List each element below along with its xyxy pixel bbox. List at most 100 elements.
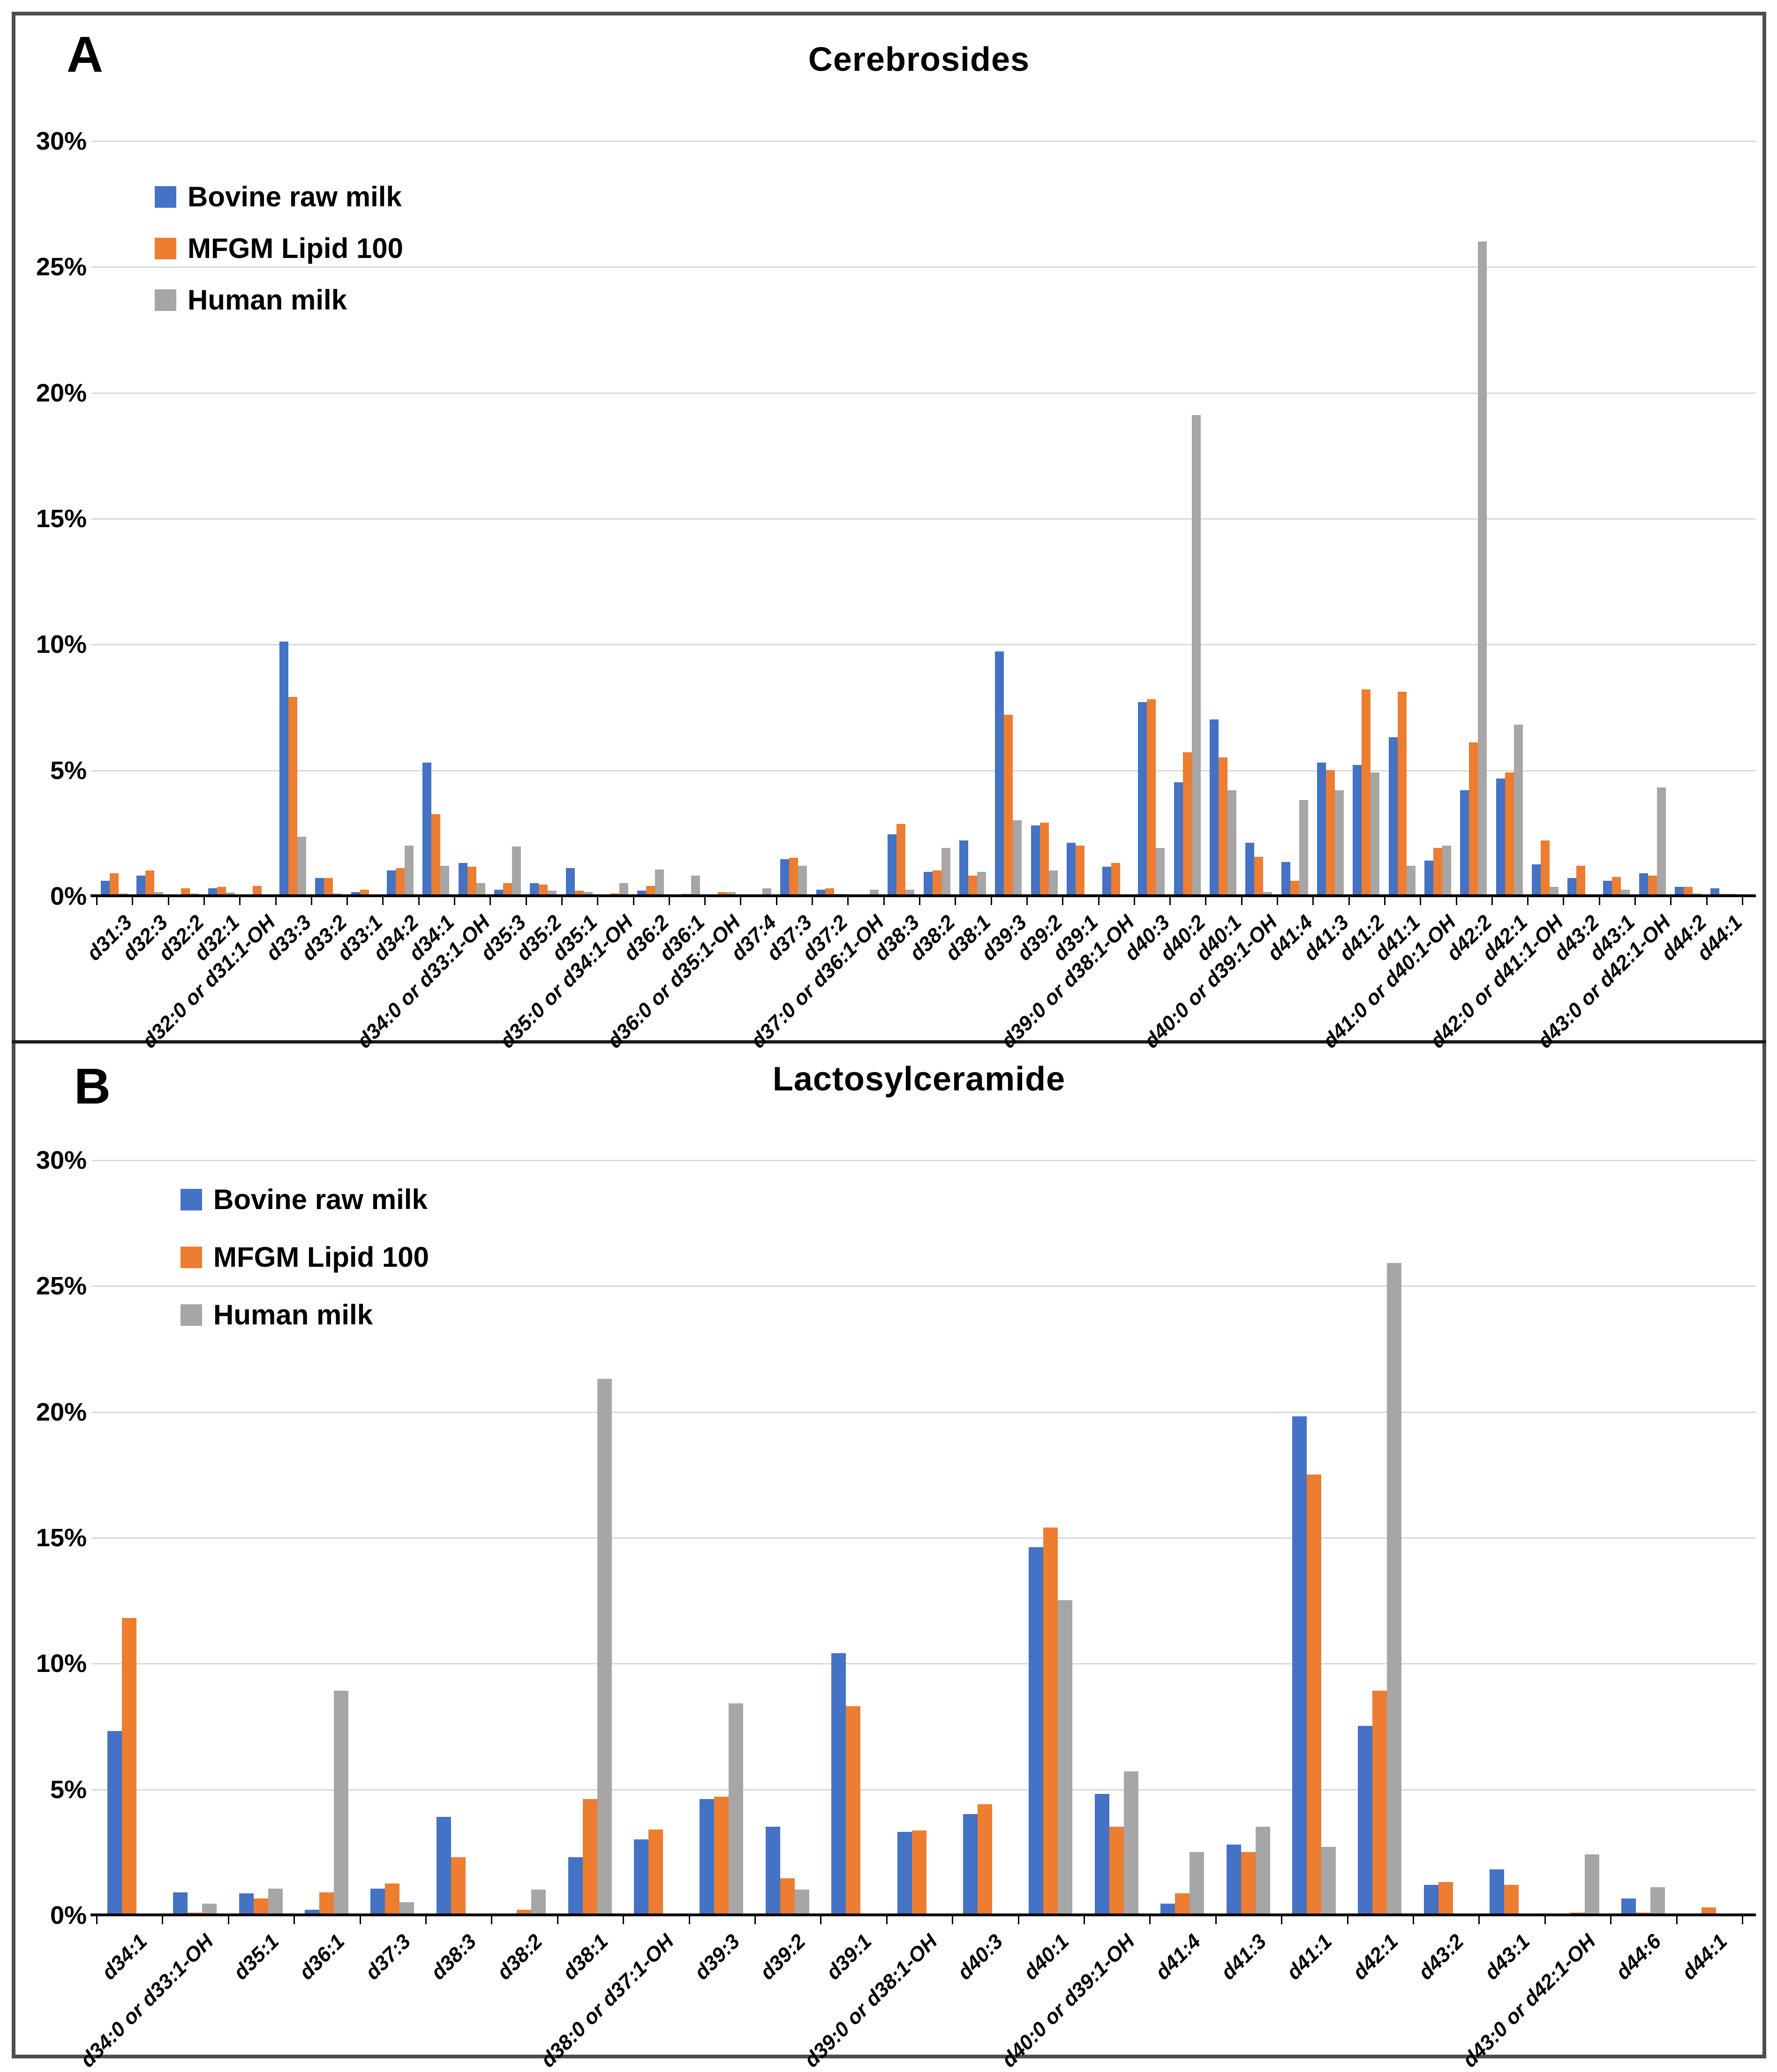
human-swatch-icon [155, 289, 176, 311]
x-axis-tick [96, 897, 98, 905]
gridline [91, 1663, 1756, 1664]
bar-bovine-raw-milk [637, 891, 646, 896]
x-axis-tick [776, 897, 777, 905]
bar-bovine-raw-milk [1031, 825, 1040, 896]
bar-mfgm-lipid-100 [1684, 887, 1693, 896]
bar-human-milk [1256, 1827, 1270, 1915]
x-axis-tick [597, 897, 598, 905]
bar-human-milk [1013, 820, 1022, 896]
x-axis-tick [311, 897, 312, 905]
x-axis-tick [1169, 897, 1171, 905]
bar-mfgm-lipid-100 [254, 1898, 268, 1915]
bar-bovine-raw-milk [1639, 873, 1648, 896]
y-axis-tick-label: 15% [36, 1524, 87, 1552]
bar-mfgm-lipid-100 [1372, 1691, 1387, 1915]
bar-mfgm-lipid-100 [1362, 689, 1370, 896]
x-axis-tick [489, 897, 491, 905]
bar-human-milk [1514, 725, 1523, 896]
figure-outer-border [12, 12, 1766, 2058]
bar-mfgm-lipid-100 [360, 890, 369, 896]
y-axis-tick-label: 0% [50, 1901, 87, 1929]
bar-human-milk [1263, 892, 1272, 896]
human-swatch-icon [181, 1304, 202, 1326]
bar-mfgm-lipid-100 [517, 1910, 531, 1915]
bar-bovine-raw-milk [1227, 1845, 1241, 1915]
bar-mfgm-lipid-100 [1326, 770, 1335, 896]
bar-bovine-raw-milk [315, 878, 324, 896]
legend-label: Human milk [188, 284, 347, 316]
bar-bovine-raw-milk [1160, 1904, 1175, 1915]
panel-b-title: Lactosylceramide [772, 1060, 1066, 1098]
bar-human-milk [399, 1902, 414, 1915]
bar-bovine-raw-milk [1358, 1726, 1372, 1915]
bar-bovine-raw-milk [700, 1799, 714, 1915]
bar-bovine-raw-milk [959, 840, 968, 896]
bar-mfgm-lipid-100 [1111, 863, 1120, 896]
bar-bovine-raw-milk [1424, 1885, 1438, 1915]
bar-human-milk [1550, 887, 1559, 896]
bovine-swatch-icon [181, 1189, 202, 1210]
bar-bovine-raw-milk [387, 870, 396, 896]
bovine-swatch-icon [155, 186, 176, 208]
bar-human-milk [405, 846, 414, 896]
x-axis-tick [1544, 1916, 1546, 1924]
legend-label: Bovine raw milk [213, 1184, 428, 1215]
bar-human-milk [1299, 800, 1308, 896]
x-axis-tick [168, 897, 169, 905]
x-axis-tick [669, 897, 670, 905]
x-axis-tick [1215, 1916, 1217, 1924]
x-axis-tick [1062, 897, 1063, 905]
gridline [91, 1412, 1756, 1413]
bar-bovine-raw-milk [494, 890, 503, 896]
x-axis-tick [1084, 1916, 1085, 1924]
x-axis-tick [847, 897, 849, 905]
bar-mfgm-lipid-100 [1109, 1827, 1124, 1915]
bar-mfgm-lipid-100 [1541, 840, 1550, 896]
bar-bovine-raw-milk [1621, 1898, 1636, 1915]
legend-item-bovine: Bovine raw milk [181, 1184, 428, 1215]
x-axis-tick [526, 897, 527, 905]
legend-item-mfgm: MFGM Lipid 100 [155, 234, 403, 263]
gridline [91, 518, 1756, 520]
bar-mfgm-lipid-100 [583, 1799, 597, 1915]
y-axis-tick-label: 25% [36, 1272, 87, 1300]
bar-bovine-raw-milk [1292, 1416, 1307, 1915]
bar-mfgm-lipid-100 [1433, 848, 1442, 896]
x-axis-tick [1348, 897, 1350, 905]
bar-human-milk [977, 872, 986, 896]
x-axis-tick [491, 1916, 492, 1924]
legend-label: Bovine raw milk [188, 181, 402, 212]
bar-mfgm-lipid-100 [217, 887, 226, 896]
bar-human-milk [1156, 848, 1165, 896]
x-axis-tick [1456, 897, 1457, 905]
x-axis-tick [919, 897, 920, 905]
bar-bovine-raw-milk [888, 834, 896, 896]
bar-human-milk [202, 1904, 217, 1915]
gridline [91, 644, 1756, 645]
bar-human-milk [1407, 866, 1416, 896]
x-axis-tick [294, 1916, 295, 1924]
gridline [91, 1286, 1756, 1287]
y-axis-tick-label: 15% [36, 505, 87, 533]
bar-bovine-raw-milk [634, 1839, 648, 1915]
bar-mfgm-lipid-100 [1702, 1907, 1716, 1915]
x-axis-tick [1413, 1916, 1414, 1924]
bar-human-milk [1049, 870, 1058, 896]
bar-mfgm-lipid-100 [1438, 1882, 1453, 1915]
bar-bovine-raw-milk [766, 1827, 780, 1915]
legend-item-human: Human milk [155, 284, 347, 316]
bar-human-milk [268, 1889, 283, 1915]
bar-bovine-raw-milk [1029, 1547, 1043, 1915]
bar-bovine-raw-milk [305, 1910, 319, 1915]
x-axis-tick [425, 1916, 427, 1924]
y-axis-tick-label: 30% [36, 127, 87, 155]
bar-bovine-raw-milk [1281, 862, 1290, 896]
bar-mfgm-lipid-100 [646, 886, 655, 896]
bar-human-milk [512, 847, 521, 896]
x-axis-tick [955, 897, 956, 905]
mfgm-swatch-icon [181, 1247, 202, 1268]
bar-human-milk [226, 892, 235, 896]
x-axis-tick [1205, 897, 1206, 905]
mfgm-swatch-icon [155, 238, 176, 259]
